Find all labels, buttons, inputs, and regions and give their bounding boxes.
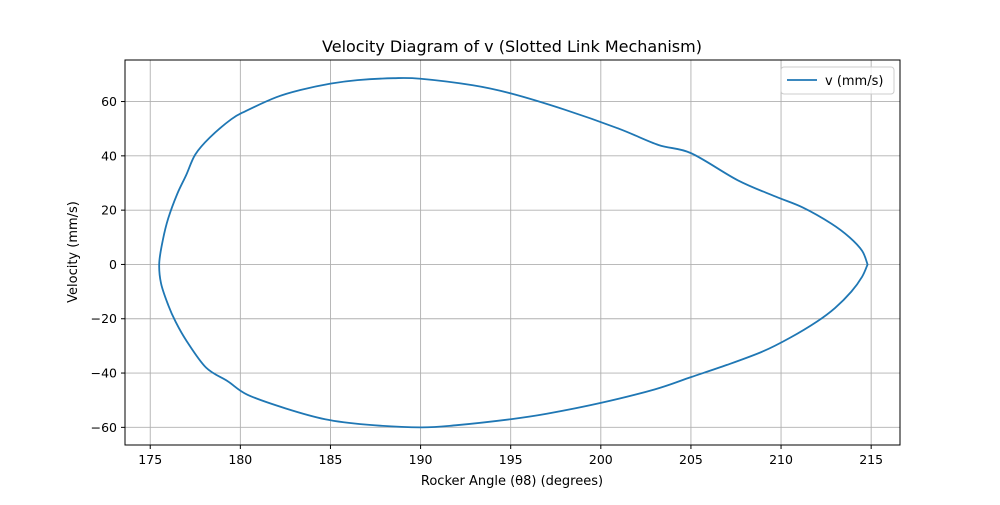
x-tick-label: 180: [228, 452, 252, 467]
legend-label-v: v (mm/s): [825, 74, 883, 89]
y-tick-label: 0: [109, 257, 117, 272]
plot-frame: [124, 59, 901, 446]
x-tick-label: 200: [589, 452, 613, 467]
y-tick-label: −40: [91, 366, 117, 381]
legend: v (mm/s): [780, 66, 895, 95]
x-tick-label: 185: [319, 452, 343, 467]
x-tick-label: 175: [138, 452, 162, 467]
axis-ticks: 175 180 185 190 195 200 205 210 215 −60 −40 −20 0 20 4…: [91, 94, 883, 467]
y-tick-label: 60: [101, 94, 117, 109]
x-axis-label: Rocker Angle (θ8) (degrees): [421, 474, 603, 489]
x-tick-label: 195: [499, 452, 523, 467]
grid: [125, 60, 900, 445]
x-tick-label: 210: [769, 452, 793, 467]
x-tick-label: 190: [409, 452, 433, 467]
chart-title: Velocity Diagram of v (Slotted Link Mech…: [322, 37, 702, 56]
y-axis-label: Velocity (mm/s): [66, 201, 81, 303]
y-tick-label: −20: [91, 311, 117, 326]
series-line-v: [158, 77, 869, 429]
y-tick-label: 20: [101, 203, 117, 218]
series-layer: [158, 77, 869, 429]
y-tick-label: −60: [91, 420, 117, 435]
legend-box: [780, 66, 895, 95]
y-tick-label: 40: [101, 148, 117, 163]
x-tick-label: 205: [679, 452, 703, 467]
x-tick-label: 215: [859, 452, 883, 467]
